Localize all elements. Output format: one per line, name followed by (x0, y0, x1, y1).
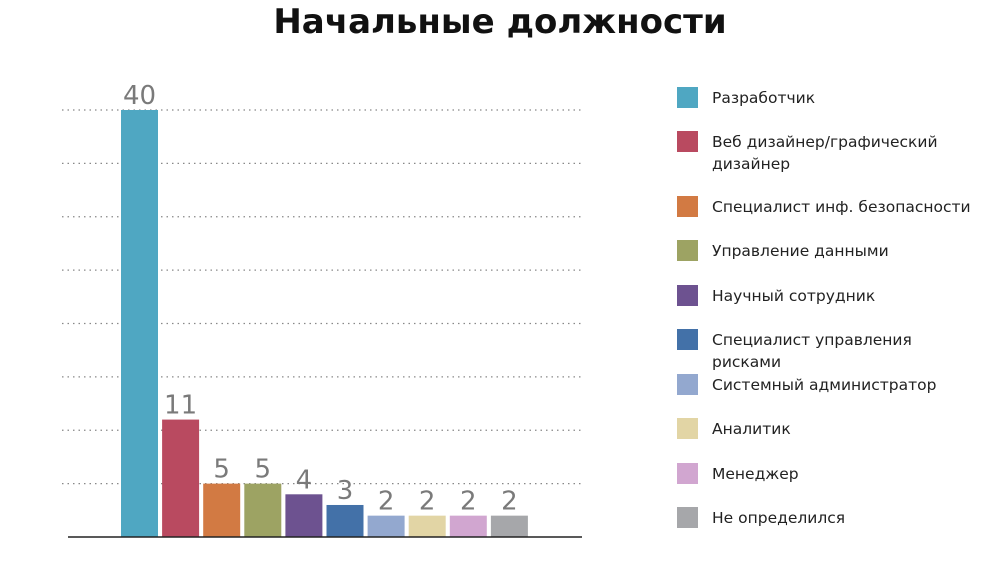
legend-swatch (677, 374, 698, 395)
legend-item: Менеджер (677, 463, 982, 485)
legend-swatch (677, 329, 698, 350)
legend-label: Специалист управления рисками (712, 331, 912, 371)
legend-swatch (677, 418, 698, 439)
legend-swatch (677, 87, 698, 108)
legend-item: Аналитик (677, 418, 982, 440)
bar (244, 483, 282, 537)
legend-item: Не определился (677, 507, 982, 529)
legend-label: Научный сотрудник (712, 287, 876, 305)
legend-item: Веб дизайнер/графический дизайнер (677, 131, 982, 175)
bar (408, 515, 446, 537)
data-label: 2 (460, 487, 477, 517)
chart-title: Начальные должности (273, 2, 727, 42)
legend-swatch (677, 240, 698, 261)
bar (326, 504, 364, 537)
legend-label: Аналитик (712, 420, 791, 438)
legend-label: Управление данными (712, 242, 889, 260)
bar (490, 515, 528, 537)
data-label: 4 (296, 465, 313, 495)
legend-item: Управление данными (677, 240, 982, 262)
legend-swatch (677, 285, 698, 306)
legend-item: Научный сотрудник (677, 285, 982, 307)
bar (367, 515, 405, 537)
bar (285, 494, 323, 537)
bar (121, 110, 158, 537)
data-label: 5 (213, 455, 230, 485)
legend-label: Веб дизайнер/графический дизайнер (712, 133, 938, 173)
legend-swatch (677, 463, 698, 484)
legend-swatch (677, 196, 698, 217)
data-label: 2 (501, 487, 518, 517)
legend-item: Системный администратор (677, 374, 982, 396)
bar (449, 515, 487, 537)
data-label: 40 (123, 81, 156, 111)
legend-swatch (677, 131, 698, 152)
legend-label: Специалист инф. безопасности (712, 198, 971, 216)
bar (203, 483, 241, 537)
legend-item: Разработчик (677, 87, 982, 109)
data-label: 3 (337, 476, 354, 506)
legend-swatch (677, 507, 698, 528)
legend-label: Не определился (712, 509, 846, 527)
legend-label: Менеджер (712, 465, 799, 483)
legend-label: Системный администратор (712, 376, 937, 394)
legend-item: Специалист инф. безопасности (677, 196, 982, 218)
legend-label: Разработчик (712, 89, 816, 107)
data-label: 2 (419, 487, 436, 517)
data-label: 11 (164, 391, 197, 421)
data-label: 2 (378, 487, 395, 517)
bar (162, 419, 200, 537)
data-label: 5 (255, 455, 272, 485)
legend-item: Специалист управления рисками (677, 329, 982, 373)
